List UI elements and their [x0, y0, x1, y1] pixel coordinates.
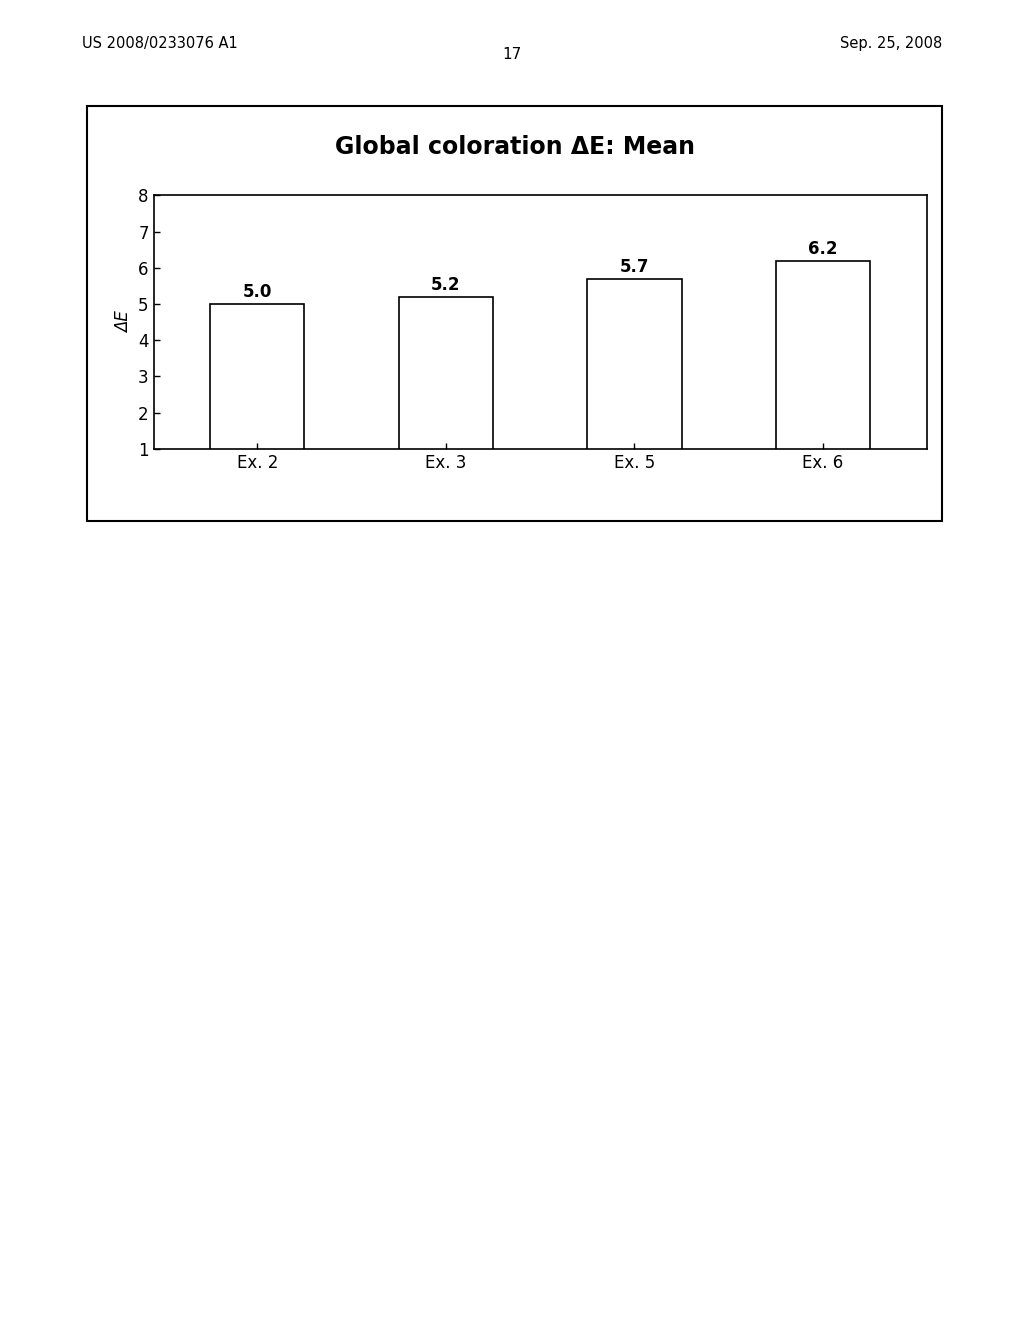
Text: Sep. 25, 2008: Sep. 25, 2008: [840, 36, 942, 50]
Text: 6.2: 6.2: [808, 240, 838, 257]
Bar: [588, 279, 682, 484]
Text: 5.2: 5.2: [431, 276, 461, 294]
Bar: [776, 260, 870, 484]
Y-axis label: ΔE: ΔE: [115, 312, 132, 333]
Text: US 2008/0233076 A1: US 2008/0233076 A1: [82, 36, 238, 50]
Text: Global coloration ΔE: Mean: Global coloration ΔE: Mean: [335, 135, 694, 158]
Text: 5.0: 5.0: [243, 284, 272, 301]
Text: 5.7: 5.7: [620, 259, 649, 276]
Text: 17: 17: [503, 48, 521, 62]
Bar: [398, 297, 493, 484]
Bar: [210, 304, 304, 484]
